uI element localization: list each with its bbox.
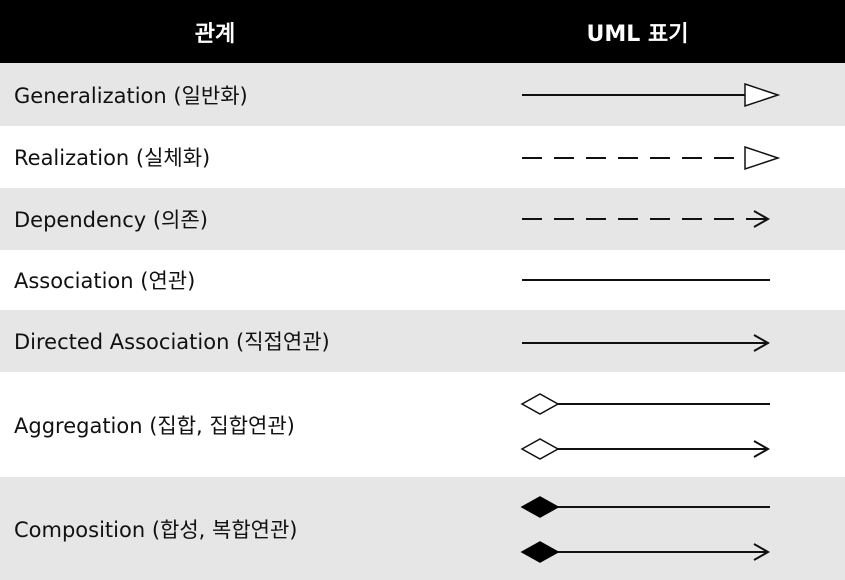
- filled-diamond: [520, 541, 560, 563]
- filled-diamond: [520, 496, 560, 518]
- header-relation: 관계: [194, 21, 236, 47]
- row-label-dependency: Dependency (의존): [14, 208, 208, 232]
- hollow-triangle-head: [744, 82, 781, 108]
- directed-association-notation-icon: [522, 334, 771, 352]
- row-association: Association (연관): [0, 250, 845, 310]
- row-label-association: Association (연관): [14, 269, 196, 293]
- realization-notation-icon: [522, 145, 781, 171]
- aggregation-notation-icon: [520, 393, 771, 460]
- header-notation: UML 표기: [586, 21, 689, 47]
- composition-notation-icon: [520, 496, 771, 563]
- row-realization: Realization (실체화): [0, 126, 845, 188]
- hollow-diamond: [520, 438, 560, 460]
- row-directed-association: Directed Association (직접연관): [0, 310, 845, 372]
- row-label-composition: Composition (합성, 복합연관): [14, 517, 298, 542]
- dependency-notation-icon: [522, 210, 771, 228]
- row-label-aggregation: Aggregation (집합, 집합연관): [14, 413, 295, 438]
- row-label-generalization: Generalization (일반화): [14, 83, 248, 108]
- row-label-realization: Realization (실체화): [14, 146, 211, 170]
- table-header: 관계 UML 표기: [0, 0, 845, 63]
- row-dependency: Dependency (의존): [0, 188, 845, 250]
- open-arrow-head: [753, 334, 771, 352]
- hollow-triangle-head: [744, 145, 781, 171]
- row-generalization: Generalization (일반화): [0, 63, 845, 126]
- generalization-notation-icon: [522, 82, 781, 108]
- open-arrow-head: [753, 210, 771, 228]
- open-arrow-head: [753, 543, 771, 561]
- hollow-diamond: [520, 393, 560, 415]
- row-composition: Composition (합성, 복합연관): [0, 477, 845, 580]
- row-label-directed-association: Directed Association (직접연관): [14, 330, 330, 354]
- row-aggregation: Aggregation (집합, 집합연관): [0, 372, 845, 477]
- open-arrow-head: [753, 440, 771, 458]
- association-notation-icon: [522, 279, 770, 281]
